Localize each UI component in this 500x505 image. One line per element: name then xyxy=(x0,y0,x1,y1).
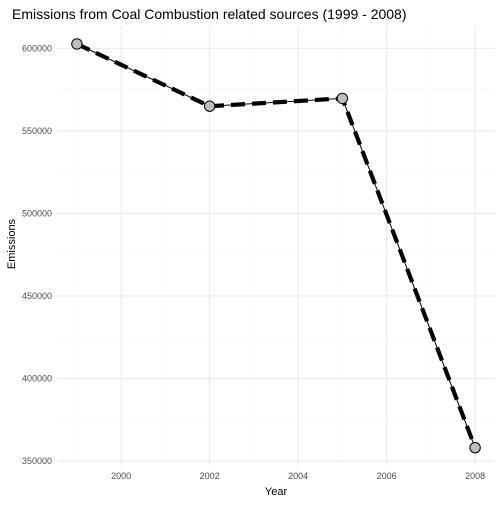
y-tick-label: 350000 xyxy=(22,456,52,466)
tick-labels-layer: 2000 2002 2004 2006 2008 350000 400000 450000 50… xyxy=(22,43,485,481)
data-point xyxy=(470,442,480,452)
grid-layer xyxy=(57,26,495,466)
y-tick-label: 400000 xyxy=(22,373,52,383)
data-point xyxy=(204,101,214,111)
x-tick-label: 2000 xyxy=(111,471,131,481)
x-tick-label: 2004 xyxy=(288,471,308,481)
series-line-layer xyxy=(77,44,475,448)
series-line-dashed xyxy=(77,44,475,448)
y-axis-title: Emissions xyxy=(6,218,18,269)
x-tick-label: 2008 xyxy=(465,471,485,481)
x-tick-label: 2002 xyxy=(200,471,220,481)
x-tick-label: 2006 xyxy=(377,471,397,481)
series-line-solid xyxy=(77,44,475,448)
y-tick-label: 450000 xyxy=(22,291,52,301)
chart-title: Emissions from Coal Combustion related s… xyxy=(12,6,407,22)
y-tick-label: 600000 xyxy=(22,43,52,53)
y-tick-label: 550000 xyxy=(22,126,52,136)
x-axis-title: Year xyxy=(265,486,288,498)
data-point xyxy=(337,93,347,103)
y-tick-label: 500000 xyxy=(22,208,52,218)
data-point xyxy=(72,39,82,49)
